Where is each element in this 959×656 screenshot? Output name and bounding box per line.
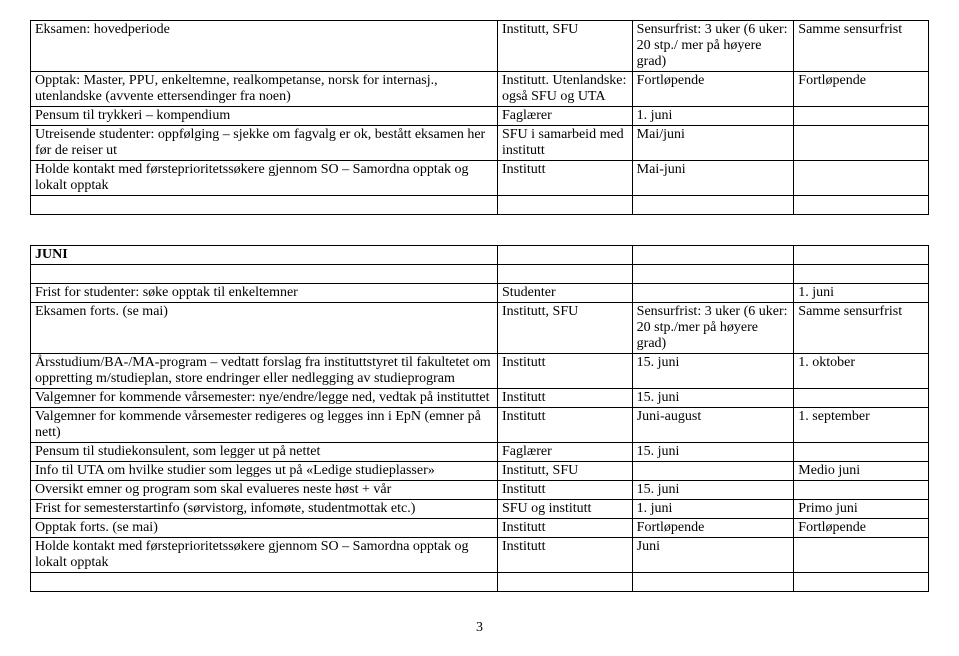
- table-cell: [794, 389, 929, 408]
- table-cell: 1. oktober: [794, 354, 929, 389]
- table-cell: Institutt: [497, 408, 632, 443]
- table-cell: [794, 481, 929, 500]
- table-cell: Institutt, SFU: [497, 462, 632, 481]
- table-row: [31, 196, 929, 215]
- table-cell: Institutt, SFU: [497, 21, 632, 72]
- table-cell: Opptak forts. (se mai): [31, 519, 498, 538]
- table-row: Frist for semesterstartinfo (sørvistorg,…: [31, 500, 929, 519]
- bottom-table: JUNI Frist for studenter: søke opptak ti…: [30, 245, 929, 592]
- table-cell: Studenter: [497, 284, 632, 303]
- table-cell: [794, 161, 929, 196]
- table-cell: Mai/juni: [632, 126, 794, 161]
- table-cell: Fortløpende: [632, 519, 794, 538]
- table-cell: 1. september: [794, 408, 929, 443]
- table-row: Info til UTA om hvilke studier som legge…: [31, 462, 929, 481]
- table-cell: Institutt, SFU: [497, 303, 632, 354]
- table-cell: 15. juni: [632, 354, 794, 389]
- table-cell: [794, 538, 929, 573]
- table-cell: Institutt. Utenlandske: også SFU og UTA: [497, 72, 632, 107]
- table-cell: Fortløpende: [632, 72, 794, 107]
- table-cell: Pensum til studiekonsulent, som legger u…: [31, 443, 498, 462]
- table-cell: [497, 196, 632, 215]
- table-cell: Samme sensurfrist: [794, 303, 929, 354]
- table-row: Valgemner for kommende vårsemester: nye/…: [31, 389, 929, 408]
- table-cell: Opptak: Master, PPU, enkeltemne, realkom…: [31, 72, 498, 107]
- table-cell: Oversikt emner og program som skal evalu…: [31, 481, 498, 500]
- table-cell: Juni: [632, 538, 794, 573]
- table-cell: [794, 107, 929, 126]
- table-cell: Institutt: [497, 481, 632, 500]
- table-cell: [794, 573, 929, 592]
- table-cell: Medio juni: [794, 462, 929, 481]
- table-cell: Pensum til trykkeri – kompendium: [31, 107, 498, 126]
- table-cell: Info til UTA om hvilke studier som legge…: [31, 462, 498, 481]
- table-cell: [632, 284, 794, 303]
- table-cell: 1. juni: [632, 500, 794, 519]
- table-cell: 1. juni: [632, 107, 794, 126]
- table-cell: Institutt: [497, 389, 632, 408]
- table-cell: [632, 573, 794, 592]
- table-cell: Institutt: [497, 519, 632, 538]
- table-cell: [31, 573, 498, 592]
- table-cell: [632, 196, 794, 215]
- table-cell: Årsstudium/BA-/MA-program – vedtatt fors…: [31, 354, 498, 389]
- table-cell: Holde kontakt med førsteprioritetssøkere…: [31, 161, 498, 196]
- table-cell: Frist for studenter: søke opptak til enk…: [31, 284, 498, 303]
- table-row: [31, 573, 929, 592]
- table-row: Holde kontakt med førsteprioritetssøkere…: [31, 538, 929, 573]
- table-cell: Institutt: [497, 538, 632, 573]
- table-row: Opptak: Master, PPU, enkeltemne, realkom…: [31, 72, 929, 107]
- table-cell: Primo juni: [794, 500, 929, 519]
- table-cell: Institutt: [497, 354, 632, 389]
- table-cell: Sensurfrist: 3 uker (6 uker: 20 stp./ me…: [632, 21, 794, 72]
- table-cell: SFU og institutt: [497, 500, 632, 519]
- table-cell: Utreisende studenter: oppfølging – sjekk…: [31, 126, 498, 161]
- table-cell: Juni-august: [632, 408, 794, 443]
- table-cell: [497, 573, 632, 592]
- table-row: Opptak forts. (se mai)InstituttFortløpen…: [31, 519, 929, 538]
- table-row: Holde kontakt med førsteprioritetssøkere…: [31, 161, 929, 196]
- table-cell: [794, 196, 929, 215]
- table-row: Utreisende studenter: oppfølging – sjekk…: [31, 126, 929, 161]
- table-row: Pensum til studiekonsulent, som legger u…: [31, 443, 929, 462]
- blank-row: [31, 265, 929, 284]
- table-row: Pensum til trykkeri – kompendiumFaglærer…: [31, 107, 929, 126]
- table-cell: 15. juni: [632, 443, 794, 462]
- table-cell: Eksamen: hovedperiode: [31, 21, 498, 72]
- table-row: Oversikt emner og program som skal evalu…: [31, 481, 929, 500]
- table-cell: Institutt: [497, 161, 632, 196]
- table-cell: 15. juni: [632, 389, 794, 408]
- table-cell: SFU i samarbeid med institutt: [497, 126, 632, 161]
- table-cell: [794, 126, 929, 161]
- table-cell: Fortløpende: [794, 519, 929, 538]
- table-cell: Fortløpende: [794, 72, 929, 107]
- table-cell: Faglærer: [497, 443, 632, 462]
- table-cell: Mai-juni: [632, 161, 794, 196]
- table-cell: [31, 196, 498, 215]
- section-header: JUNI: [31, 246, 498, 265]
- table-cell: Eksamen forts. (se mai): [31, 303, 498, 354]
- table-row: Eksamen: hovedperiodeInstitutt, SFUSensu…: [31, 21, 929, 72]
- table-row: Valgemner for kommende vårsemester redig…: [31, 408, 929, 443]
- table-cell: Valgemner for kommende vårsemester: nye/…: [31, 389, 498, 408]
- section-header-row: JUNI: [31, 246, 929, 265]
- top-table: Eksamen: hovedperiodeInstitutt, SFUSensu…: [30, 20, 929, 215]
- table-cell: [632, 462, 794, 481]
- table-cell: Holde kontakt med førsteprioritetssøkere…: [31, 538, 498, 573]
- table-cell: [794, 443, 929, 462]
- table-cell: Faglærer: [497, 107, 632, 126]
- table-row: Eksamen forts. (se mai)Institutt, SFUSen…: [31, 303, 929, 354]
- table-cell: Frist for semesterstartinfo (sørvistorg,…: [31, 500, 498, 519]
- table-row: Årsstudium/BA-/MA-program – vedtatt fors…: [31, 354, 929, 389]
- table-cell: 1. juni: [794, 284, 929, 303]
- table-row: Frist for studenter: søke opptak til enk…: [31, 284, 929, 303]
- table-cell: 15. juni: [632, 481, 794, 500]
- table-cell: Valgemner for kommende vårsemester redig…: [31, 408, 498, 443]
- table-cell: Samme sensurfrist: [794, 21, 929, 72]
- page-number: 3: [30, 620, 929, 636]
- table-cell: Sensurfrist: 3 uker (6 uker: 20 stp./mer…: [632, 303, 794, 354]
